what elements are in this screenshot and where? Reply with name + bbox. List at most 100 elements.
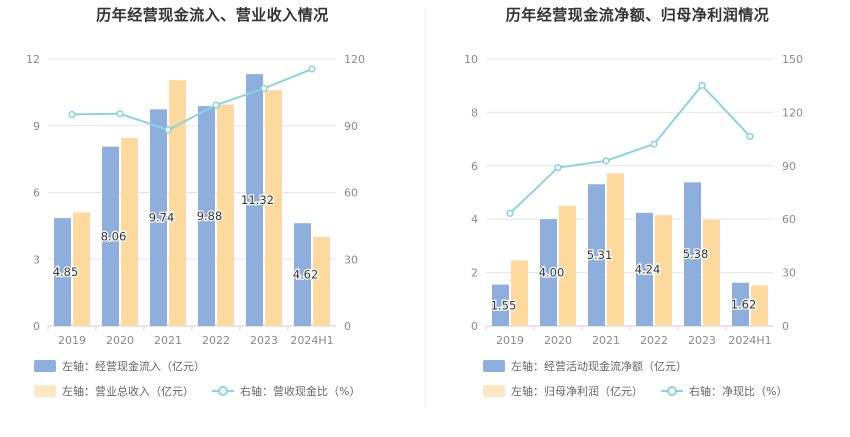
bar-series-2 [751, 285, 768, 326]
y-right-tick-label: 30 [344, 253, 358, 266]
legend-swatch-bar [34, 385, 56, 397]
bar-series-2 [655, 215, 672, 326]
legend-label: 左轴：归母净利润（亿元） [511, 385, 643, 398]
line-point [650, 140, 658, 148]
bar-series-1 [246, 74, 263, 326]
y-left-tick-label: 8 [471, 106, 478, 119]
bar-series-2 [511, 260, 528, 326]
legend-swatch-bar [34, 360, 56, 372]
y-left-tick-label: 3 [33, 253, 40, 266]
chart-plot-left: 0 0 3 30 6 60 9 90 12 120 2019 2020 2021 2022 2023 2024… [26, 53, 365, 347]
bar-data-label: 5.31 [587, 248, 613, 262]
y-right-tick-label: 0 [344, 320, 351, 333]
line-series-ratio [509, 83, 751, 215]
chart-panel-right: 历年经营现金流净额、归母净利润情况 0 0 2 30 4 60 6 90 8 120 10 150 20… [425, 0, 850, 437]
x-tick-label: 2021 [154, 334, 182, 347]
legend-item-net-cash-ratio[interactable]: 右轴：净现比（%） [661, 383, 787, 399]
bar-data-label: 4.85 [53, 265, 79, 279]
line-point [68, 110, 76, 119]
line-point [116, 110, 124, 118]
line-point [506, 209, 514, 217]
y-left-tick-label: 2 [471, 267, 478, 280]
x-tick-label: 2023 [250, 334, 278, 347]
bar-series-2 [313, 237, 330, 326]
x-tick-label: 2024H1 [290, 334, 333, 347]
bar-series-2 [169, 80, 186, 326]
bar-data-label: 8.06 [101, 229, 127, 243]
legend-item-net-cash-flow[interactable]: 左轴：经营活动现金流净额（亿元） [483, 358, 687, 374]
bar-data-label: 1.62 [731, 297, 757, 311]
y-right-tick-label: 120 [344, 53, 365, 66]
chart-panel-left: 历年经营现金流入、营业收入情况 0 0 3 30 6 60 9 90 12 120 2019 2020… [26, 6, 378, 399]
legend-row-1: 左轴：经营现金流入（亿元） [34, 358, 223, 374]
y-right-tick-label: 0 [782, 320, 789, 333]
legend-item-ratio[interactable]: 右轴：营收现金比（%） [212, 383, 360, 399]
chart-title: 历年经营现金流净额、归母净利润情况 [505, 6, 770, 24]
y-right-tick-label: 60 [782, 213, 796, 226]
line-point [602, 157, 610, 165]
bar-series-1 [540, 219, 557, 326]
x-tick-label: 2020 [106, 334, 134, 347]
y-left-tick-label: 0 [33, 320, 40, 333]
legend-swatch-line [661, 385, 683, 397]
bar-series-1 [732, 282, 749, 326]
line-point [164, 126, 172, 134]
y-right-tick-label: 90 [344, 120, 358, 133]
line-point [308, 65, 316, 73]
y-right-tick-label: 30 [782, 267, 796, 280]
bar-series-2 [121, 137, 138, 326]
y-left-tick-label: 6 [471, 160, 478, 173]
bar-series-1 [150, 109, 167, 326]
legend-row-2: 左轴：营业总收入（亿元） 右轴：营收现金比（%） [34, 383, 378, 399]
bar-series-2 [73, 212, 90, 326]
line-point [260, 84, 268, 92]
legend-item-cash-inflow[interactable]: 左轴：经营现金流入（亿元） [34, 358, 205, 374]
bar-series-1 [684, 182, 701, 326]
x-tick-label: 2020 [544, 334, 572, 347]
bar-series-2 [607, 173, 624, 326]
y-right-tick-label: 150 [782, 53, 803, 66]
legend-swatch-line [212, 385, 234, 397]
legend-swatch-bar [483, 360, 505, 372]
bar-data-label: 5.38 [683, 247, 709, 261]
bar-series-2 [559, 205, 576, 326]
bar-data-label: 4.24 [635, 262, 661, 276]
legend-item-revenue[interactable]: 左轴：营业总收入（亿元） [34, 383, 194, 399]
legend-row-1: 左轴：经营活动现金流净额（亿元） [483, 358, 705, 374]
line-point [554, 163, 562, 172]
bar-series-1 [492, 284, 509, 326]
x-tick-label: 2021 [592, 334, 620, 347]
y-left-tick-label: 9 [33, 120, 40, 133]
y-left-tick-label: 6 [33, 187, 40, 200]
bar-series-1 [588, 184, 605, 326]
bar-series-2 [703, 219, 720, 326]
bar-series-2 [217, 104, 234, 326]
x-tick-label: 2024H1 [728, 334, 771, 347]
x-tick-label: 2023 [688, 334, 716, 347]
bar-series-1 [54, 218, 71, 326]
bar-series-1 [102, 146, 119, 326]
y-left-tick-label: 0 [471, 320, 478, 333]
bar-data-label: 9.74 [149, 211, 175, 225]
bar-data-label: 4.00 [539, 266, 565, 280]
legend-label: 右轴：营收现金比（%） [240, 385, 361, 398]
bar-data-label: 9.88 [197, 209, 223, 223]
line-point [746, 132, 754, 141]
legend-label: 左轴：营业总收入（亿元） [62, 385, 194, 398]
legend-item-net-profit[interactable]: 左轴：归母净利润（亿元） [483, 383, 643, 399]
panel-divider [425, 8, 426, 408]
line-point [212, 101, 220, 109]
bar-data-label: 1.55 [491, 298, 517, 312]
y-right-tick-label: 120 [782, 106, 803, 119]
legend-swatch-bar [483, 385, 505, 397]
y-left-tick-label: 4 [471, 213, 478, 226]
x-tick-label: 2019 [496, 334, 524, 347]
y-right-tick-label: 60 [344, 187, 358, 200]
x-tick-label: 2022 [640, 334, 668, 347]
chart-title: 历年经营现金流入、营业收入情况 [96, 6, 329, 24]
legend-label: 右轴：净现比（%） [689, 385, 788, 398]
chart-plot-right: 0 0 2 30 4 60 6 90 8 120 10 150 2019 2020 2021 2022 2023… [464, 53, 803, 347]
bar-data-label: 11.32 [241, 193, 274, 207]
legend-row-2: 左轴：归母净利润（亿元） 右轴：净现比（%） [483, 383, 805, 399]
line-series-ratio [71, 68, 313, 132]
